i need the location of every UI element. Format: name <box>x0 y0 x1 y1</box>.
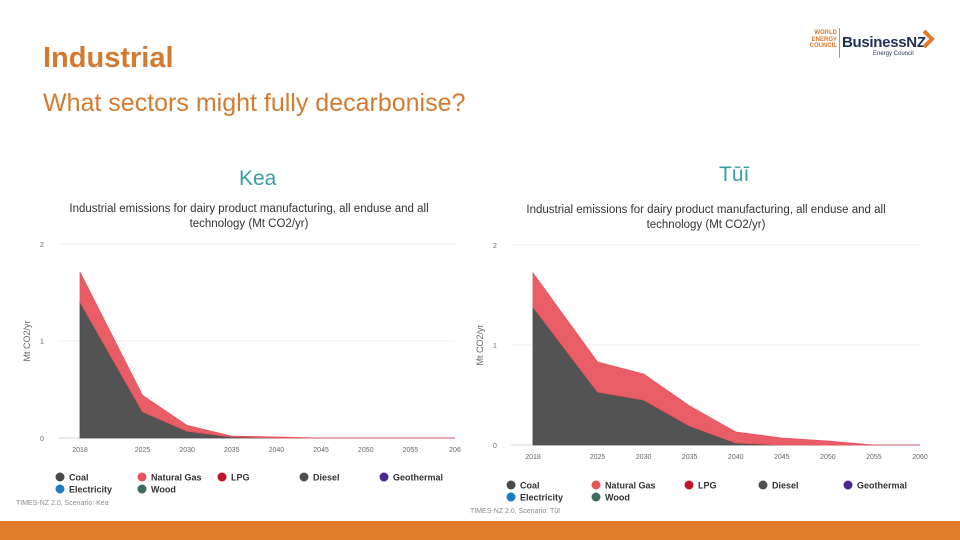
legend-label-diesel: Diesel <box>313 473 340 483</box>
logo-brand-text: BusinessNZ <box>842 34 926 51</box>
x-tick-label: 2030 <box>179 447 195 454</box>
x-tick-label: 206 <box>449 447 461 454</box>
x-tick-label: 2035 <box>224 447 240 454</box>
x-tick-label: 2050 <box>820 454 836 461</box>
x-tick-label: 2055 <box>403 447 419 454</box>
area-series-natural-gas <box>532 271 920 446</box>
slide-title: Industrial <box>43 42 174 74</box>
y-tick-label: 2 <box>40 242 44 249</box>
logo-divider <box>839 28 840 58</box>
y-tick-label: 2 <box>493 243 497 250</box>
x-tick-label: 2018 <box>72 447 88 454</box>
x-tick-label: 2018 <box>525 454 541 461</box>
x-tick-label: 2055 <box>866 454 882 461</box>
legend-marker-wood <box>591 492 601 502</box>
scenario-label-kea: Kea <box>239 167 277 190</box>
x-tick-label: 2040 <box>269 447 285 454</box>
legend-label-geothermal: Geothermal <box>857 481 907 491</box>
y-tick-label: 1 <box>493 343 497 350</box>
legend-marker-electricity <box>55 484 65 494</box>
scenario-label-tui: Tūī <box>719 163 750 186</box>
x-tick-label: 2025 <box>590 454 606 461</box>
slide-subtitle: What sectors might fully decarbonise? <box>43 89 466 117</box>
legend-label-lpg: LPG <box>698 481 717 491</box>
x-tick-label: 2035 <box>682 454 698 461</box>
y-tick-label: 0 <box>493 443 497 450</box>
chart-title-line: technology (Mt CO2/yr) <box>190 218 309 230</box>
x-tick-label: 2045 <box>774 454 790 461</box>
chevron-right-icon <box>922 29 935 49</box>
legend-marker-geothermal <box>379 472 389 482</box>
x-tick-label: 2045 <box>313 447 329 454</box>
legend-marker-natural-gas <box>591 480 601 490</box>
legend-label-wood: Wood <box>605 493 630 503</box>
kea-source-note: TIMES-NZ 2.0, Scenario: Kea <box>16 500 109 507</box>
legend-marker-geothermal <box>843 480 853 490</box>
legend-label-lpg: LPG <box>231 473 250 483</box>
world-energy-council-logo: WORLD ENERGY COUNCIL <box>800 30 837 50</box>
y-tick-label: 1 <box>40 339 44 346</box>
legend-marker-wood <box>137 484 147 494</box>
legend-label-electricity: Electricity <box>69 485 112 495</box>
legend-marker-electricity <box>506 492 516 502</box>
area-series-natural-gas <box>79 271 455 439</box>
y-axis-label: Mt CO2/yr <box>475 324 485 365</box>
legend-marker-lpg <box>217 472 227 482</box>
logo-wec-line: ENERGY <box>811 36 837 43</box>
legend-label-coal: Coal <box>520 481 540 491</box>
tui-source-note: TIMES-NZ 2.0, Scenario: Tūī <box>470 508 561 515</box>
chart-title-line: technology (Mt CO2/yr) <box>647 219 766 231</box>
x-tick-label: 2050 <box>358 447 374 454</box>
legend-marker-coal <box>55 472 65 482</box>
x-tick-label: 2040 <box>728 454 744 461</box>
tui-emissions-chart: Industrial emissions for dairy product m… <box>475 204 928 503</box>
legend-marker-natural-gas <box>137 472 147 482</box>
legend-label-diesel: Diesel <box>772 481 799 491</box>
business-nz-logo: WORLD ENERGY COUNCIL BusinessNZ Energy C… <box>800 22 940 62</box>
legend-label-electricity: Electricity <box>520 493 563 503</box>
y-tick-label: 0 <box>40 436 44 443</box>
chart-title-line: Industrial emissions for dairy product m… <box>526 204 885 216</box>
x-tick-label: 2025 <box>135 447 151 454</box>
logo-wec-line: WORLD <box>814 30 837 36</box>
legend-marker-diesel <box>758 480 768 490</box>
legend-label-natural-gas: Natural Gas <box>151 473 202 483</box>
legend-label-natural-gas: Natural Gas <box>605 481 656 491</box>
legend-marker-lpg <box>684 480 694 490</box>
y-axis-label: Mt CO2/yr <box>22 320 32 361</box>
legend-marker-diesel <box>299 472 309 482</box>
chart-title-line: Industrial emissions for dairy product m… <box>69 203 428 215</box>
kea-emissions-chart: Industrial emissions for dairy product m… <box>22 203 461 495</box>
legend-label-geothermal: Geothermal <box>393 473 443 483</box>
x-tick-label: 2060 <box>912 454 928 461</box>
logo-brand-subtext: Energy Council <box>873 51 914 57</box>
area-series-coal <box>79 300 455 439</box>
logo-wec-line: COUNCIL <box>809 43 837 49</box>
x-tick-label: 2030 <box>636 454 652 461</box>
footer-accent-bar <box>0 521 960 540</box>
legend-label-coal: Coal <box>69 473 89 483</box>
legend-label-wood: Wood <box>151 485 176 495</box>
legend-marker-coal <box>506 480 516 490</box>
